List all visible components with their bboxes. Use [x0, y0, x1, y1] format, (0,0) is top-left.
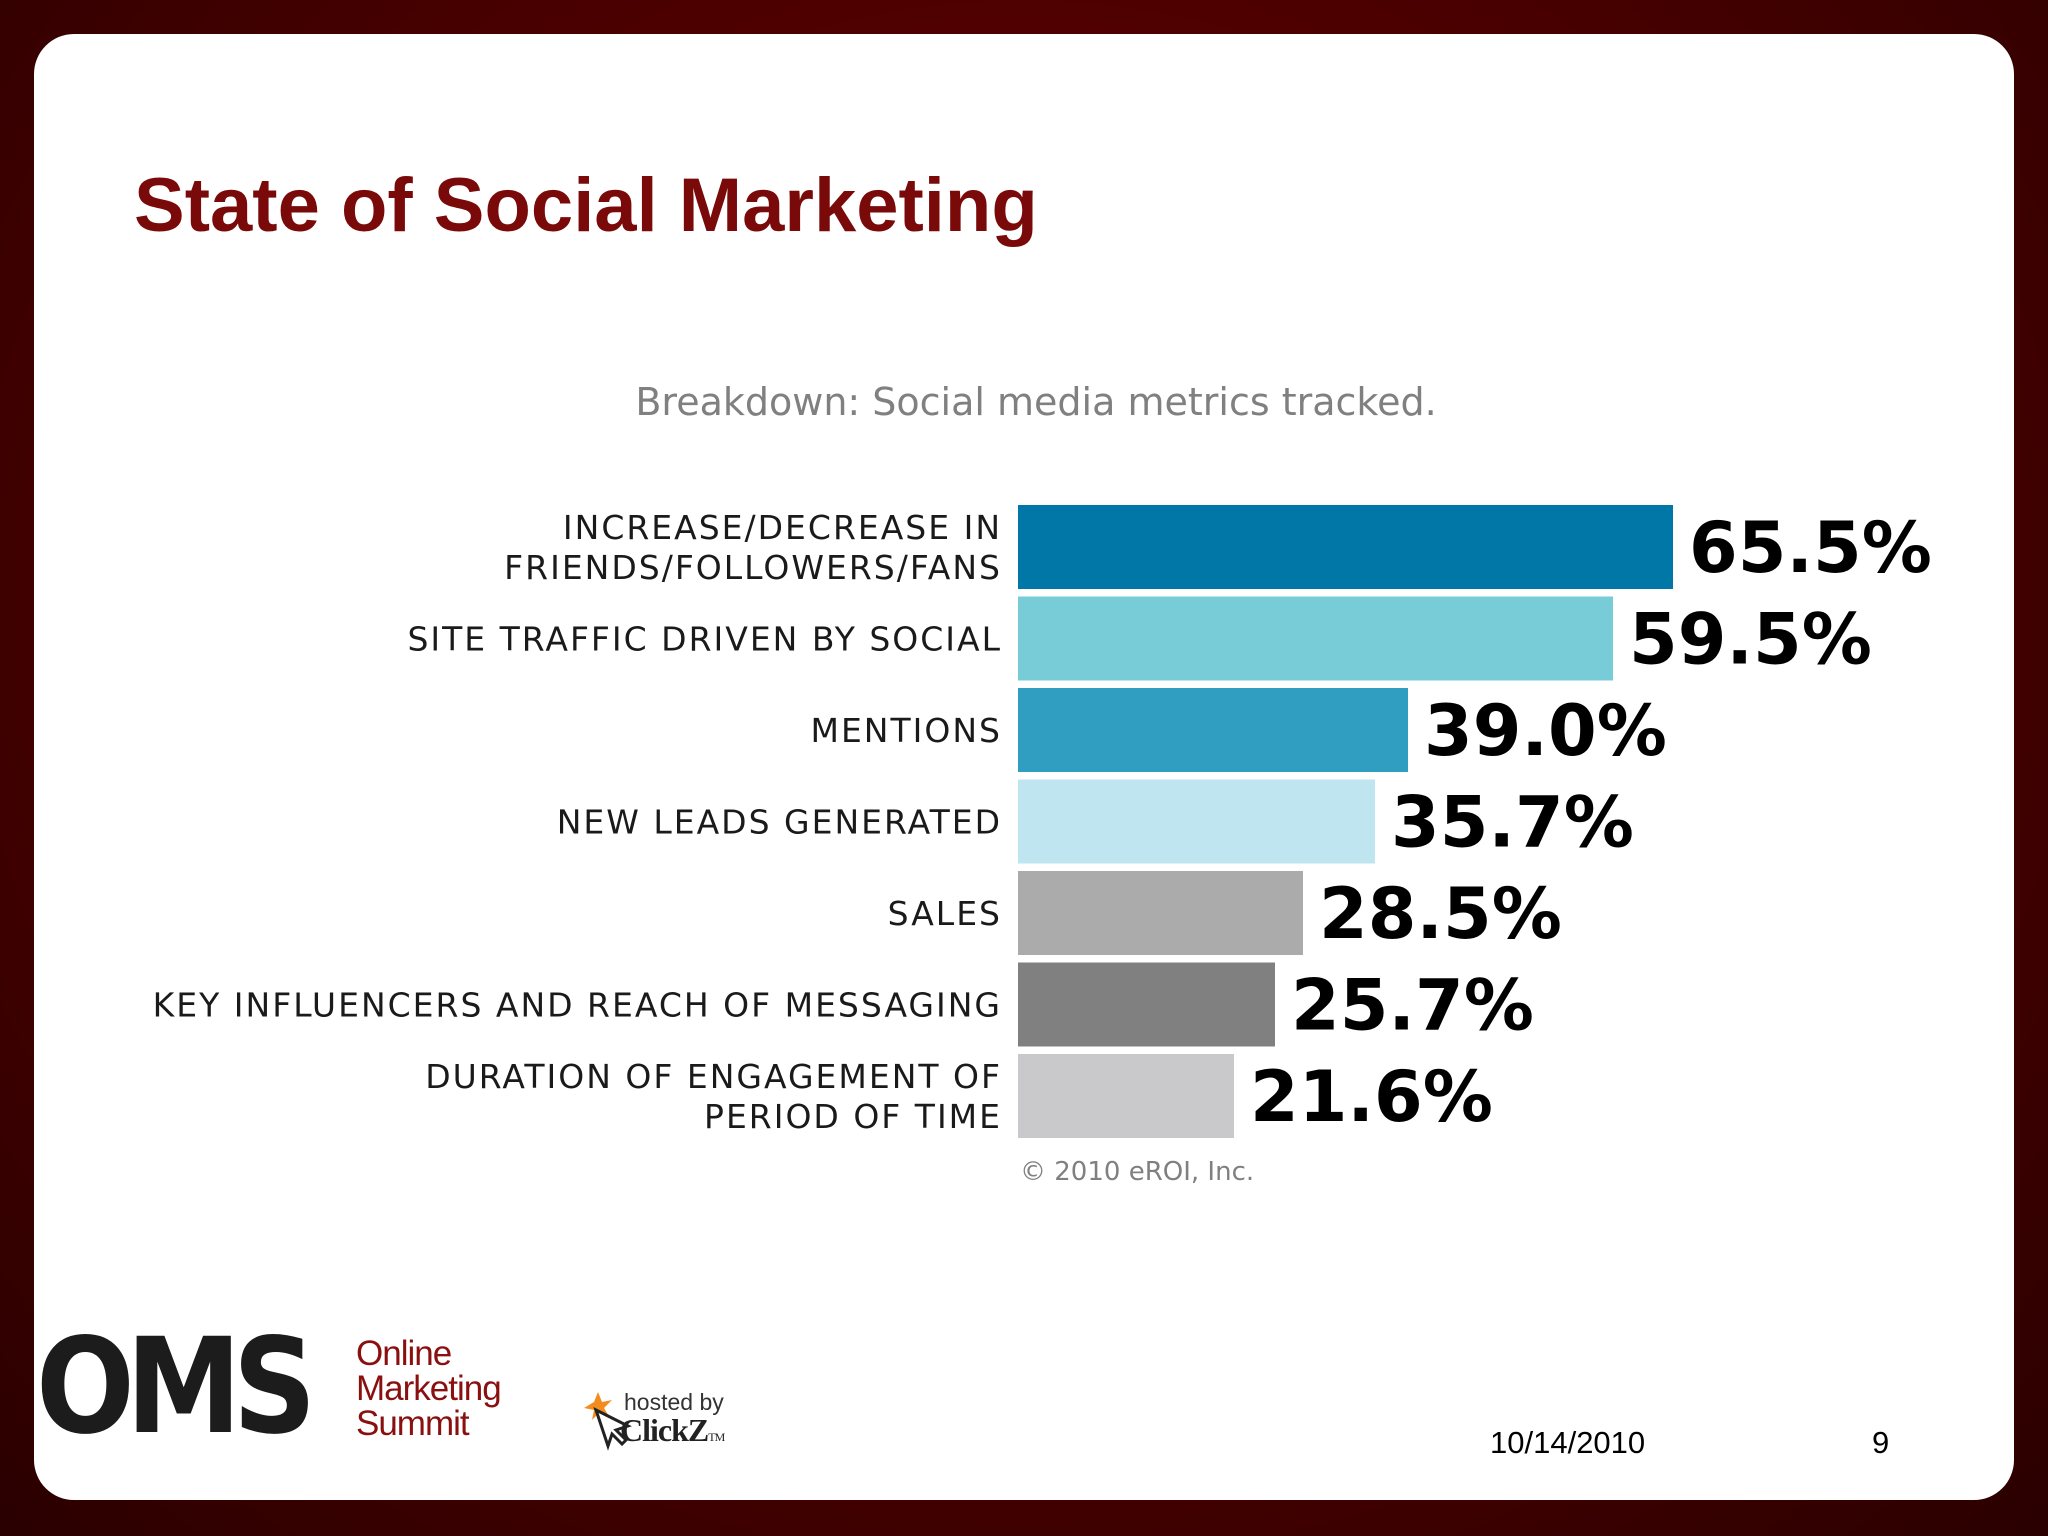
- logo-line-marketing: Marketing: [356, 1369, 502, 1408]
- page-number: 9: [1872, 1425, 1890, 1460]
- hosted-by-label: hosted by: [624, 1389, 724, 1415]
- oms-logo-words: Online Marketing Summit: [356, 1336, 556, 1441]
- value-label-3: 39.0%: [1424, 690, 1667, 772]
- category-label-1-line-2: FRIENDS/FOLLOWERS/FANS: [504, 548, 1002, 587]
- logo-line-summit: Summit: [356, 1404, 470, 1443]
- value-label-5: 28.5%: [1319, 873, 1562, 955]
- value-label-6: 25.7%: [1291, 965, 1534, 1047]
- chart-title: Breakdown: Social media metrics tracked.: [635, 380, 1436, 424]
- bar-1: [1018, 505, 1673, 589]
- slide-title: State of Social Marketing: [134, 163, 1038, 248]
- bar-2: [1018, 596, 1613, 681]
- category-label-1-line-1: INCREASE/DECREASE IN: [563, 508, 1002, 547]
- category-label-5: SALES: [888, 894, 1002, 933]
- category-label-4: NEW LEADS GENERATED: [557, 803, 1002, 842]
- bars-group: 65.5% INCREASE/DECREASE INFRIENDS/FOLLOWE…: [153, 505, 1932, 1138]
- bar-6: [1018, 962, 1275, 1047]
- clickz-tm: TM: [708, 1430, 725, 1444]
- category-label-7-line-1: DURATION OF ENGAGEMENT OF: [425, 1057, 1002, 1096]
- clickz-logo-icon: [584, 1392, 632, 1451]
- value-label-2: 59.5%: [1629, 599, 1872, 681]
- oms-logo: OMS: [36, 1310, 316, 1464]
- chart-source: © 2010 eROI, Inc.: [1020, 1157, 1254, 1187]
- value-label-7: 21.6%: [1250, 1056, 1493, 1138]
- logo-line-online: Online: [356, 1334, 452, 1373]
- clickz-wordmark: ClickZTM: [620, 1412, 725, 1449]
- slide-date: 10/14/2010: [1490, 1425, 1646, 1460]
- category-label-6: KEY INFLUENCERS AND REACH OF MESSAGING: [153, 986, 1002, 1025]
- category-label-2: SITE TRAFFIC DRIVEN BY SOCIAL: [407, 620, 1002, 659]
- category-label-7-line-2: PERIOD OF TIME: [704, 1097, 1002, 1136]
- bar-5: [1018, 871, 1303, 955]
- value-label-1: 65.5%: [1689, 507, 1932, 589]
- bar-7: [1018, 1054, 1234, 1138]
- category-label-3: MENTIONS: [810, 711, 1002, 750]
- bar-4: [1018, 779, 1375, 864]
- bar-3: [1018, 688, 1408, 772]
- value-label-4: 35.7%: [1391, 782, 1634, 864]
- clickz-name: ClickZ: [620, 1412, 709, 1448]
